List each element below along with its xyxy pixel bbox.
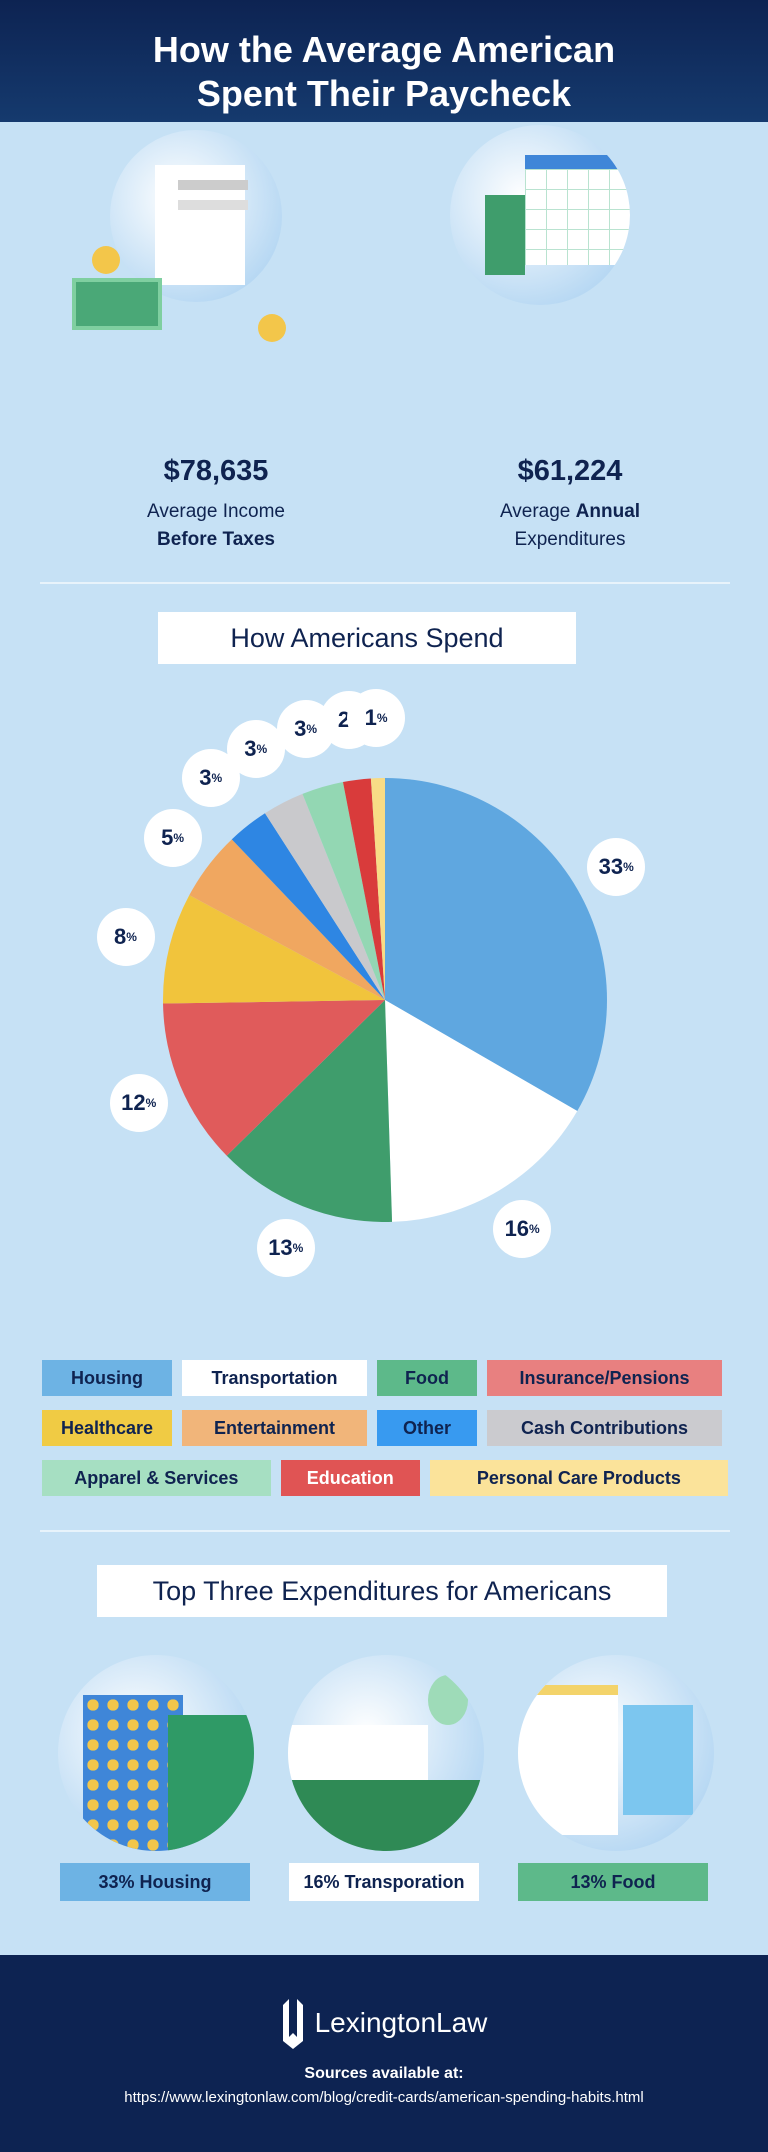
top3-title: Top Three Expenditures for Americans bbox=[97, 1565, 667, 1617]
legend-item: Personal Care Products bbox=[429, 1460, 728, 1496]
top3-labels: 33% Housing 16% Transporation 13% Food bbox=[60, 1863, 708, 1901]
pie-label: 3% bbox=[226, 720, 285, 779]
transportation-illustration bbox=[288, 1655, 484, 1851]
food-illustration bbox=[518, 1655, 714, 1851]
pie-label: 1% bbox=[347, 689, 406, 748]
legend-item: Insurance/Pensions bbox=[487, 1360, 722, 1396]
legend-item: Apparel & Services bbox=[42, 1460, 271, 1496]
expenditure-label: Average bbox=[499, 501, 576, 522]
legend-item: Education bbox=[280, 1460, 420, 1496]
pie-slice-personal-care-products bbox=[370, 778, 385, 1000]
pie-label: 12% bbox=[109, 1074, 168, 1133]
expenditure-value: $61,224 bbox=[517, 455, 623, 487]
pie-label: 13% bbox=[256, 1218, 315, 1277]
income-stat: $78,635 Average Income Before Taxes bbox=[66, 455, 366, 554]
legend-item: Food bbox=[377, 1360, 477, 1396]
pie-slice-insurance-pensions bbox=[163, 1000, 385, 1156]
pie-svg bbox=[163, 778, 607, 1222]
pie-slice-transportation bbox=[385, 1000, 578, 1222]
sources-label: Sources available at: bbox=[304, 2065, 464, 2082]
expenditure-label-bold: Annual bbox=[575, 501, 641, 522]
brand-name: LexingtonLaw bbox=[314, 2007, 488, 2038]
sources-url[interactable]: https://www.lexingtonlaw.com/blog/credit… bbox=[124, 2089, 644, 2106]
page-title: How the Average American Spent Their Payc… bbox=[0, 28, 768, 116]
divider bbox=[40, 582, 730, 584]
legend-item: Housing bbox=[42, 1360, 172, 1396]
expenditure-stat: $61,224 Average Annual Expenditures bbox=[420, 455, 720, 554]
legend-item: Other bbox=[377, 1410, 477, 1446]
legend-row: Healthcare Entertainment Other Cash Contrib… bbox=[42, 1410, 728, 1446]
pie-slice-entertainment bbox=[189, 839, 385, 1000]
legend: Housing Transportation Food Insurance/Pensi… bbox=[42, 1360, 728, 1510]
pie-slice-other bbox=[231, 813, 385, 1000]
legend-item: Healthcare bbox=[42, 1410, 172, 1446]
legend-row: Apparel & Services Education Personal Care… bbox=[42, 1460, 728, 1496]
pie-slice-cash-contributions bbox=[264, 793, 385, 1000]
coin-icon bbox=[258, 314, 286, 342]
dollar-bill-icon bbox=[72, 278, 162, 330]
pie-section-title: How Americans Spend bbox=[158, 612, 576, 664]
pie-chart: 33%16%13%12%8%5%3%3%3%2%1% bbox=[0, 689, 768, 1340]
divider bbox=[40, 1530, 730, 1532]
pie-label: 8% bbox=[96, 908, 155, 967]
brand-logo: LexingtonLaw bbox=[0, 1997, 768, 2049]
pie-label: 33% bbox=[587, 837, 646, 896]
pie-slice-apparel-services bbox=[302, 782, 385, 1000]
pie-slice-healthcare bbox=[163, 895, 385, 1004]
top3-food: 13% Food bbox=[518, 1863, 708, 1901]
pie-label: 16% bbox=[493, 1200, 552, 1259]
calendar-illustration bbox=[450, 125, 630, 305]
pie-slice-housing bbox=[385, 778, 607, 1111]
legend-item: Transportation bbox=[182, 1360, 367, 1396]
top3-housing: 33% Housing bbox=[60, 1863, 250, 1901]
income-label-bold: Before Taxes bbox=[157, 529, 275, 550]
income-label: Average Income bbox=[146, 501, 285, 522]
title-line-2: Spent Their Paycheck bbox=[196, 73, 572, 114]
legend-item: Cash Contributions bbox=[487, 1410, 722, 1446]
top3-transportation: 16% Transporation bbox=[289, 1863, 479, 1901]
pie-label: 5% bbox=[143, 809, 202, 868]
pie-slice-education bbox=[342, 778, 385, 1000]
title-line-1: How the Average American bbox=[152, 29, 616, 70]
header: How the Average American Spent Their Payc… bbox=[0, 0, 768, 122]
footer: LexingtonLaw Sources available at: https… bbox=[0, 1955, 768, 2152]
housing-illustration bbox=[58, 1655, 254, 1851]
coin-icon bbox=[92, 246, 120, 274]
income-value: $78,635 bbox=[163, 455, 269, 487]
expenditure-label-2: Expenditures bbox=[514, 529, 626, 550]
legend-item: Entertainment bbox=[182, 1410, 367, 1446]
lexington-logo-icon bbox=[282, 1999, 303, 2049]
pie-slice-food bbox=[226, 1000, 393, 1222]
legend-row: Housing Transportation Food Insurance/Pensi… bbox=[42, 1360, 728, 1396]
paycheck-illustration bbox=[110, 130, 282, 302]
